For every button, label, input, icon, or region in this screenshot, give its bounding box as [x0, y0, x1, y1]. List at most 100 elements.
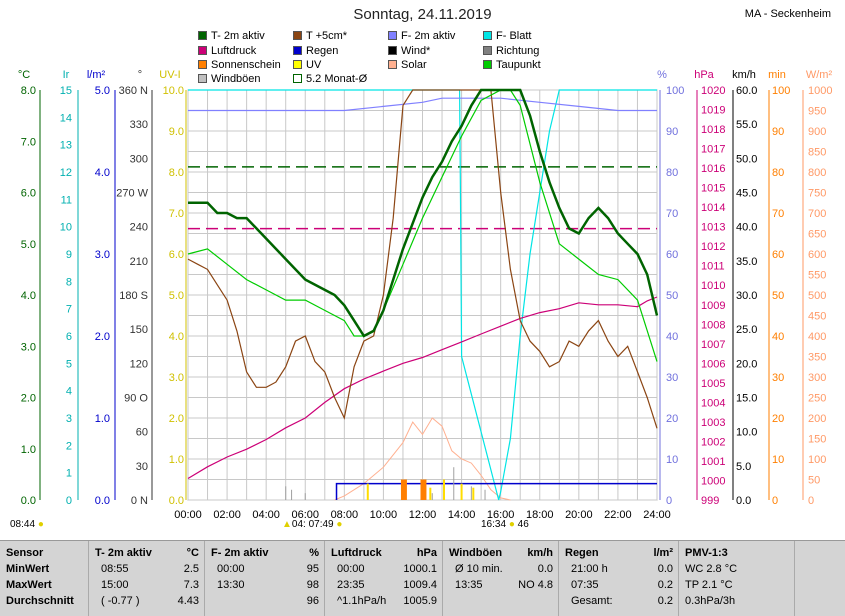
- x-tick-label: 08:00: [331, 509, 359, 521]
- tick-label-kmh: 45.0: [736, 188, 757, 200]
- tick-label-ir: 14: [60, 112, 72, 124]
- legend-item: Richtung: [483, 45, 539, 57]
- tick-label-uv: 6.0: [169, 249, 184, 261]
- tick-label-ir: 2: [66, 440, 72, 452]
- tick-label-kmh: 35.0: [736, 256, 757, 268]
- x-tick-label: 16:00: [487, 509, 515, 521]
- tick-label-kmh: 10.0: [736, 427, 757, 439]
- tick-label-wm2: 200: [808, 413, 826, 425]
- tick-label-pct: 30: [666, 372, 678, 384]
- axis-unit-kmh: km/h: [732, 69, 756, 81]
- tick-label-ir: 10: [60, 222, 72, 234]
- legend-item: Wind*: [388, 45, 430, 57]
- tick-label-min: 100: [772, 85, 790, 97]
- legend-item: UV: [293, 59, 321, 71]
- x-tick-label: 10:00: [370, 509, 398, 521]
- tick-label-min: 0: [772, 495, 778, 507]
- tick-label-hpa: 1020: [701, 85, 725, 97]
- tick-label-deg: 270 W: [116, 188, 148, 200]
- tick-label-min: 40: [772, 331, 784, 343]
- tick-label-deg: 90 O: [124, 393, 148, 405]
- tick-label-kmh: 60.0: [736, 85, 757, 97]
- tick-label-hpa: 1015: [701, 183, 725, 195]
- uv-start-time: ▲04: 07:49 ●: [282, 519, 343, 530]
- tick-label-deg: 360 N: [119, 85, 148, 97]
- tick-label-ir: 13: [60, 140, 72, 152]
- axis-unit-wm2: W/m²: [806, 69, 833, 81]
- tick-label-temp: 8.0: [21, 85, 36, 97]
- tick-label-lm: 3.0: [95, 249, 110, 261]
- axis-unit-ir: Ir: [63, 69, 70, 81]
- tick-label-uv: 2.0: [169, 413, 184, 425]
- tick-label-lm: 4.0: [95, 167, 110, 179]
- tick-label-ir: 3: [66, 413, 72, 425]
- tick-label-hpa: 1019: [701, 105, 725, 117]
- tick-label-lm: 5.0: [95, 85, 110, 97]
- tick-label-uv: 8.0: [169, 167, 184, 179]
- tick-label-ir: 7: [66, 304, 72, 316]
- tick-label-min: 30: [772, 372, 784, 384]
- axis-unit-pct: %: [657, 69, 667, 81]
- tick-label-kmh: 15.0: [736, 393, 757, 405]
- series-line-solar: [334, 417, 511, 501]
- chart-title: Sonntag, 24.11.2019: [353, 6, 492, 23]
- col-sensor: Sensor MinWert MaxWert Durchschnitt: [6, 547, 74, 607]
- tick-label-kmh: 55.0: [736, 119, 757, 131]
- tick-label-temp: 4.0: [21, 290, 36, 302]
- axis-unit-deg: °: [138, 69, 142, 81]
- tick-label-hpa: 1002: [701, 436, 725, 448]
- tick-label-temp: 5.0: [21, 239, 36, 251]
- tick-label-kmh: 50.0: [736, 153, 757, 165]
- legend-item: T- 2m aktiv: [198, 30, 265, 42]
- tick-label-ir: 8: [66, 276, 72, 288]
- tick-label-pct: 10: [666, 454, 678, 466]
- tick-label-temp: 6.0: [21, 188, 36, 200]
- x-tick-label: 20:00: [565, 509, 593, 521]
- tick-label-deg: 300: [130, 153, 148, 165]
- axis-unit-hpa: hPa: [694, 69, 714, 81]
- tick-label-hpa: 1005: [701, 378, 725, 390]
- tick-label-temp: 2.0: [21, 393, 36, 405]
- legend-item: Sonnenschein: [198, 59, 281, 71]
- tick-label-temp: 7.0: [21, 136, 36, 148]
- tick-label-pct: 70: [666, 208, 678, 220]
- tick-label-wm2: 750: [808, 188, 826, 200]
- legend-item: F- 2m aktiv: [388, 30, 455, 42]
- tick-label-lm: 2.0: [95, 331, 110, 343]
- station-name: MA - Seckenheim: [744, 8, 831, 20]
- tick-label-min: 10: [772, 454, 784, 466]
- tick-label-uv: 0.0: [169, 495, 184, 507]
- tick-label-min: 20: [772, 413, 784, 425]
- col-wind: Windböen km/h Ø 10 min. 0.0 13:35 NO 4.8: [442, 541, 559, 616]
- tick-label-ir: 0: [66, 495, 72, 507]
- tick-label-ir: 6: [66, 331, 72, 343]
- tick-label-temp: 0.0: [21, 495, 36, 507]
- x-tick-label: 22:00: [604, 509, 632, 521]
- col-pmv: PMV-1:3 WC 2.8 °C TP 2.1 °C 0.3hPa/3h: [678, 541, 795, 616]
- tick-label-kmh: 0.0: [736, 495, 751, 507]
- legend: T- 2m aktiv T +5cm* F- 2m aktiv F- Blatt…: [198, 30, 618, 90]
- x-tick-label: 02:00: [213, 509, 241, 521]
- tick-label-uv: 7.0: [169, 208, 184, 220]
- tick-label-deg: 240: [130, 222, 148, 234]
- tick-label-deg: 180 S: [119, 290, 148, 302]
- tick-label-ir: 9: [66, 249, 72, 261]
- tick-label-pct: 0: [666, 495, 672, 507]
- weather-chart: 8.07.06.05.04.03.02.01.00.0°C15141312111…: [18, 69, 833, 521]
- tick-label-hpa: 1017: [701, 144, 725, 156]
- tick-label-min: 90: [772, 126, 784, 138]
- series-line-f-blatt: [188, 89, 657, 501]
- tick-label-wm2: 250: [808, 393, 826, 405]
- tick-label-kmh: 40.0: [736, 222, 757, 234]
- tick-label-uv: 3.0: [169, 372, 184, 384]
- series-line-regen: [335, 482, 657, 500]
- col-t2m: T- 2m aktiv °C 08:55 2.5 15:00 7.3 ( -0.77 …: [88, 541, 205, 616]
- tick-label-pct: 50: [666, 290, 678, 302]
- tick-label-pct: 80: [666, 167, 678, 179]
- tick-label-hpa: 1010: [701, 280, 725, 292]
- uv-bar: [366, 483, 369, 500]
- x-tick-label: 06:00: [291, 509, 319, 521]
- series-line-t-5cm-: [187, 89, 658, 429]
- tick-label-hpa: 1007: [701, 339, 725, 351]
- tick-label-hpa: 999: [701, 495, 719, 507]
